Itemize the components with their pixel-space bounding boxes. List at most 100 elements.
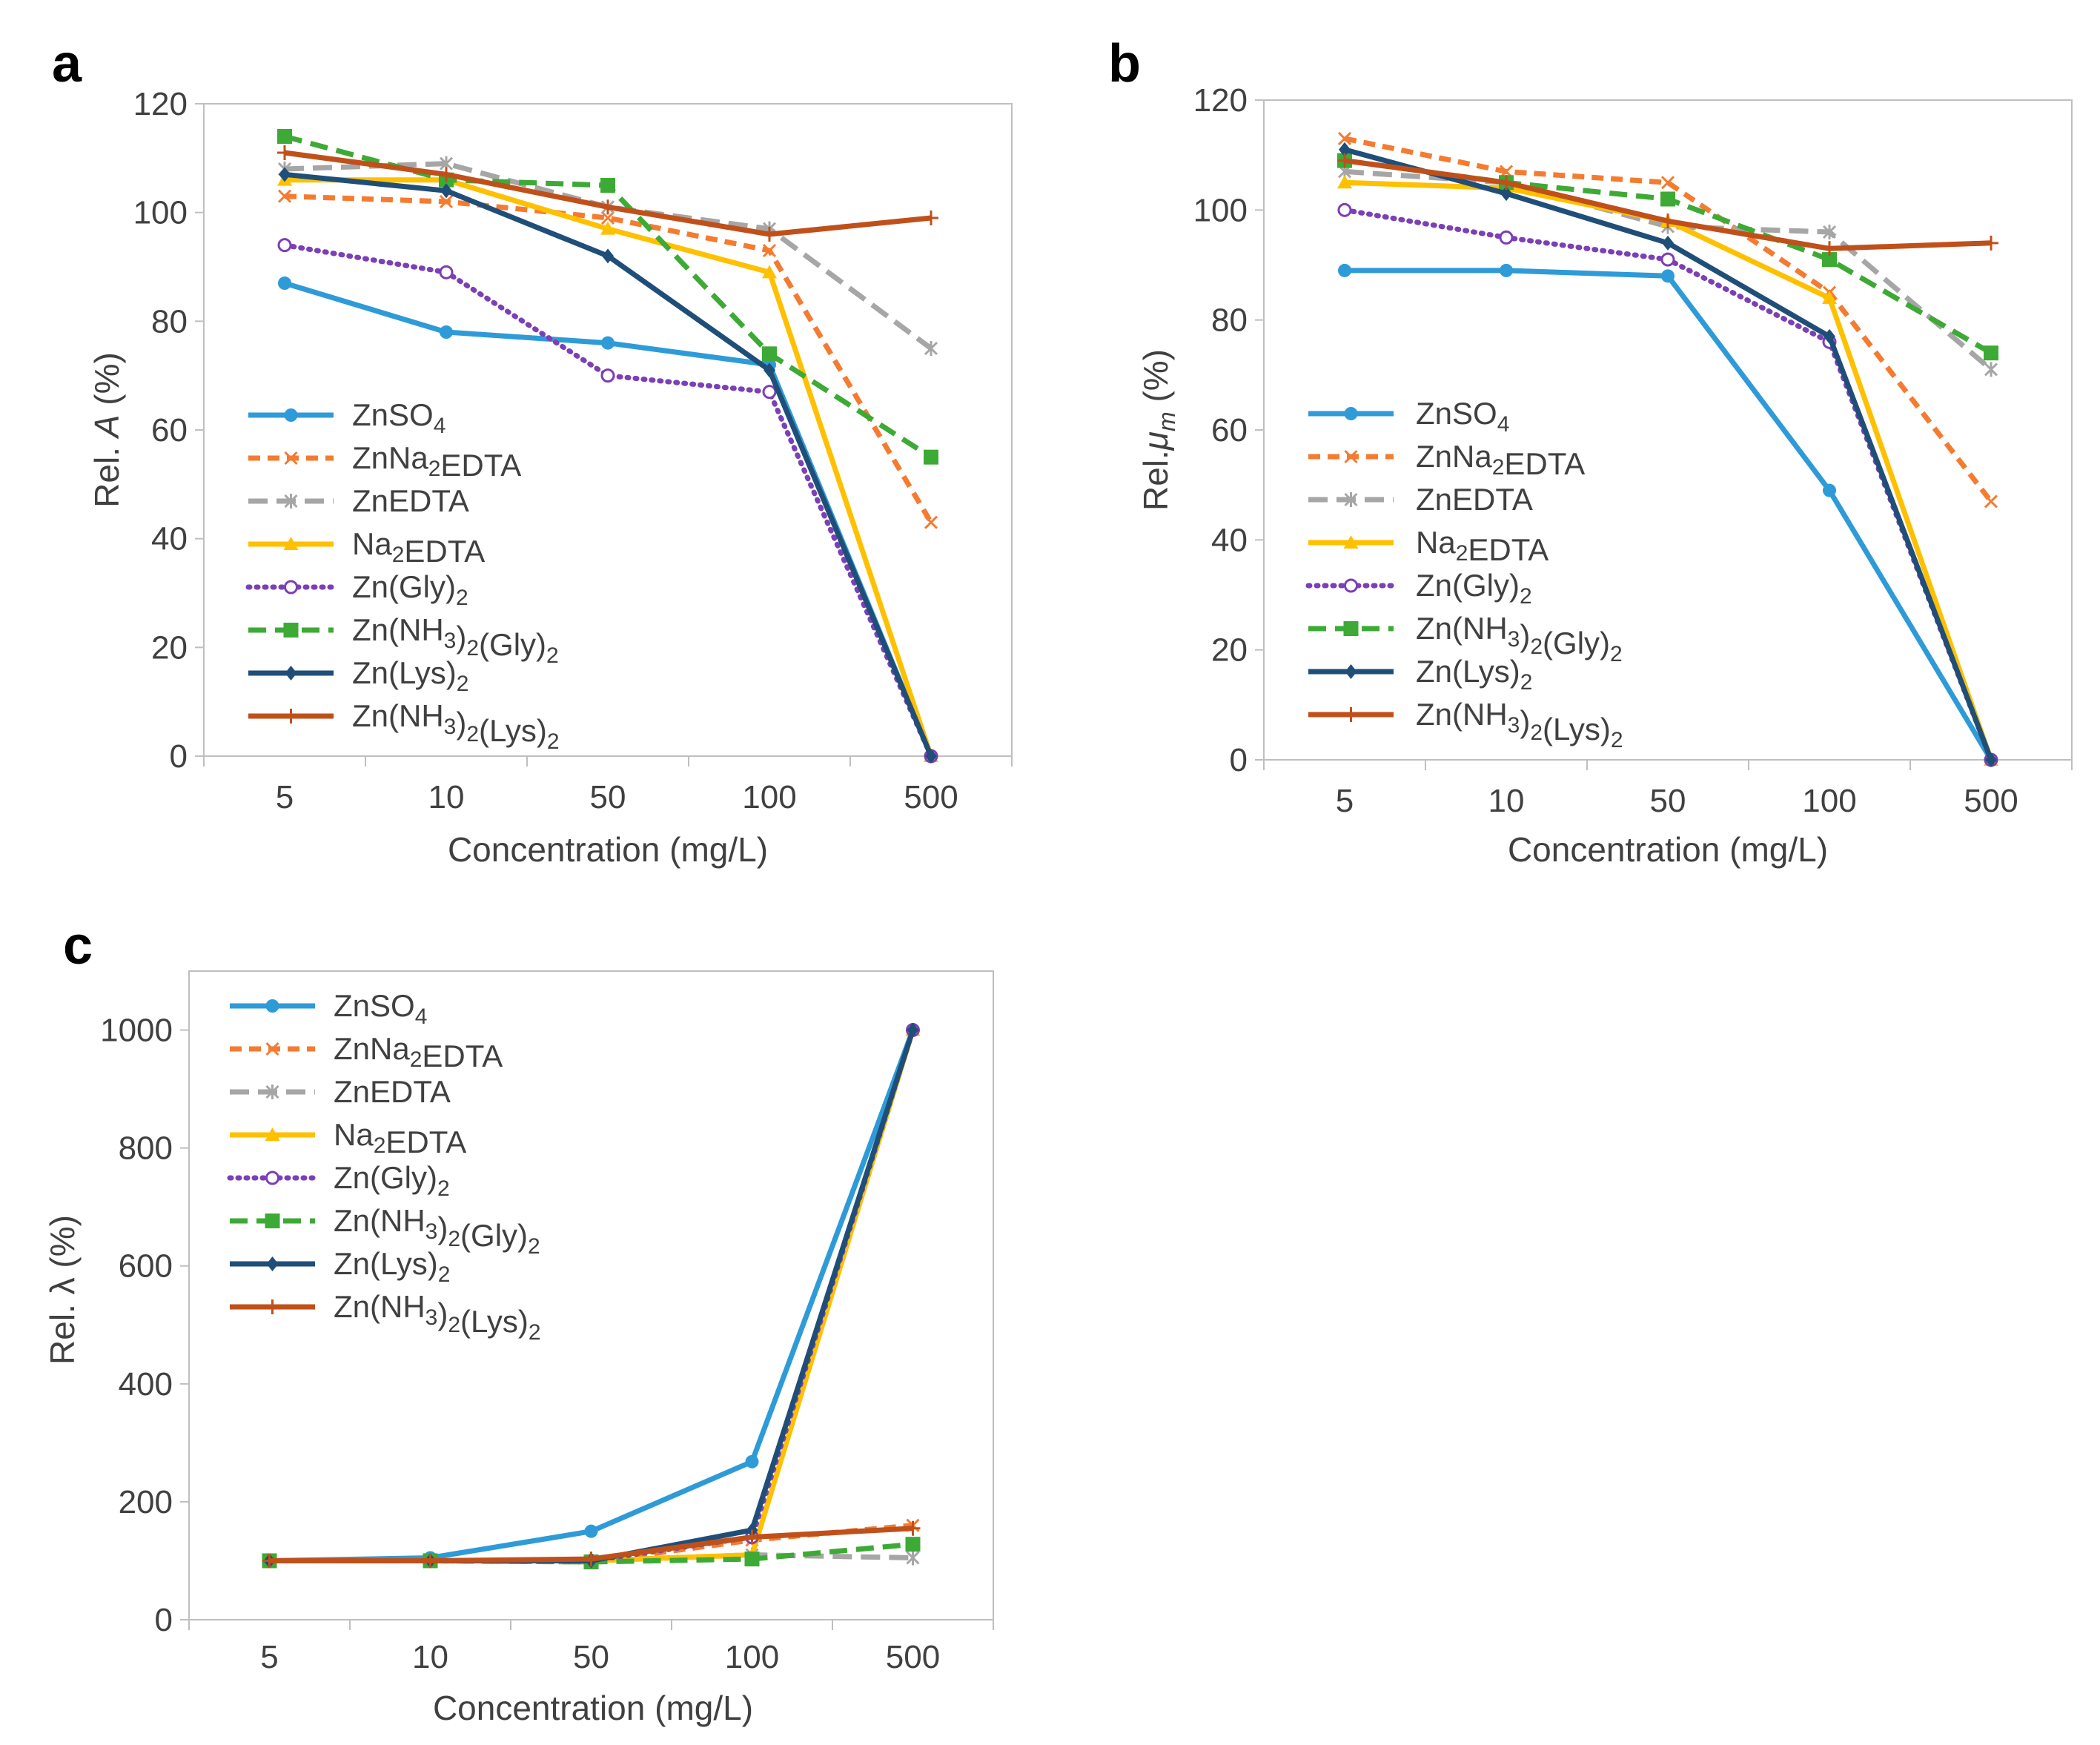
legend-item: Zn(NH3)2(Gly)2 <box>230 1203 540 1259</box>
y-tick-label: 80 <box>1211 302 1248 339</box>
legend-a: ZnSO4ZnNa2EDTAZnEDTANa2EDTAZn(Gly)2Zn(NH… <box>245 397 560 754</box>
data-point <box>1822 291 1837 304</box>
data-point <box>1661 269 1675 283</box>
legend-item: Na2EDTA <box>248 526 485 569</box>
legend-marker <box>1345 664 1357 679</box>
data-point <box>1500 263 1513 277</box>
series-line <box>284 193 934 524</box>
series-layer-a <box>277 129 938 764</box>
data-point <box>907 1022 919 1038</box>
legend-label: ZnEDTA <box>334 1074 451 1109</box>
x-tick-label: 5 <box>1336 783 1354 819</box>
legend-label: Zn(NH3)2(Gly)2 <box>334 1203 540 1259</box>
legend-label: ZnNa2EDTA <box>334 1031 503 1073</box>
legend-item: Zn(NH3)2(Lys)2 <box>1308 697 1623 752</box>
data-point <box>1660 191 1675 207</box>
y-tick-label: 0 <box>170 738 188 775</box>
x-tick-label: 500 <box>904 779 958 815</box>
data-point <box>762 346 777 362</box>
legend-marker <box>265 1042 279 1056</box>
legend-item: ZnEDTA <box>1308 482 1533 517</box>
data-point <box>1339 142 1351 157</box>
data-point <box>924 449 938 465</box>
x-tick-label: 50 <box>590 779 626 815</box>
legend-label: Na2EDTA <box>334 1117 466 1159</box>
data-point <box>278 277 291 290</box>
y-axis-ticks-b: 0 20 40 60 80 100 120 <box>1193 82 1264 778</box>
x-tick-label: 50 <box>573 1639 609 1675</box>
legend-marker <box>1343 535 1359 549</box>
legend-label: ZnNa2EDTA <box>1416 439 1585 481</box>
data-point <box>906 1550 920 1566</box>
legend-label: Zn(NH3)2(Gly)2 <box>1416 611 1623 666</box>
legend-marker <box>1344 449 1358 464</box>
data-point <box>924 515 938 529</box>
data-point <box>762 243 777 258</box>
legend-item: ZnNa2EDTA <box>248 440 521 483</box>
data-point <box>277 238 292 253</box>
data-point <box>277 145 292 160</box>
legend-label: ZnSO4 <box>352 397 445 438</box>
y-tick-label: 120 <box>1193 82 1248 119</box>
data-point <box>583 1552 599 1567</box>
data-point <box>762 385 777 400</box>
y-tick-label: 1000 <box>100 1013 173 1049</box>
legend-label: ZnEDTA <box>352 483 469 518</box>
data-point <box>279 167 291 182</box>
data-point <box>1822 225 1837 239</box>
y-tick-label: 60 <box>1211 412 1248 448</box>
data-point <box>1824 328 1835 344</box>
legend-item: Na2EDTA <box>1308 525 1548 567</box>
legend-marker <box>265 1213 280 1228</box>
data-point <box>600 368 615 383</box>
y-axis-ticks-c: 0 200 400 600 800 1000 <box>100 1013 189 1638</box>
legend-label: Zn(NH3)2(Gly)2 <box>352 612 559 668</box>
legend-label: ZnSO4 <box>334 988 427 1029</box>
y-tick-label: 400 <box>119 1366 173 1403</box>
legend-item: Zn(NH3)2(Gly)2 <box>1308 611 1623 666</box>
data-point <box>439 194 454 209</box>
legend-item: ZnEDTA <box>230 1074 451 1109</box>
data-point <box>924 211 938 225</box>
legend-label: Zn(NH3)2(Lys)2 <box>1416 697 1623 752</box>
legend-marker <box>284 494 298 509</box>
y-axis-title-suffix-b: (%) <box>1136 349 1175 411</box>
series-line <box>282 242 934 759</box>
data-point <box>262 1553 277 1569</box>
x-tick-label: 5 <box>260 1639 278 1675</box>
x-tick-label: 10 <box>1488 783 1525 819</box>
data-point <box>1822 241 1837 256</box>
data-point <box>1337 202 1352 217</box>
plot-area-c <box>188 970 994 1620</box>
legend-item: Zn(NH3)2(Lys)2 <box>248 698 560 754</box>
data-point <box>1662 235 1674 251</box>
legend-marker <box>1343 707 1359 722</box>
y-tick-label: 20 <box>151 629 188 666</box>
x-axis-title-c: Concentration (mg/L) <box>433 1689 753 1727</box>
x-axis-ticks-c: 5 10 50 100 500 <box>188 1620 994 1675</box>
data-point <box>1984 494 1998 509</box>
legend-marker <box>265 999 279 1013</box>
data-point <box>600 199 615 215</box>
legend-item: Zn(Gly)2 <box>227 1160 450 1201</box>
x-tick-label: 50 <box>1650 783 1686 819</box>
data-point <box>744 1552 760 1567</box>
x-tick-label: 500 <box>886 1639 940 1675</box>
y-tick-label: 0 <box>155 1602 173 1638</box>
data-point <box>600 221 615 235</box>
legend-marker <box>265 1085 279 1099</box>
legend-label: Zn(Lys)2 <box>352 655 468 696</box>
series-layer-b <box>1337 131 1998 767</box>
legend-marker <box>283 537 299 550</box>
data-point <box>1338 263 1351 277</box>
data-point <box>1337 175 1352 189</box>
x-axis-ticks-a: 5 10 50 100 500 <box>203 756 1013 815</box>
y-tick-label: 20 <box>1211 632 1248 669</box>
data-point <box>602 248 614 264</box>
y-axis-ticks-a: 0 20 40 60 80 100 120 <box>133 86 204 775</box>
series-layer-c <box>262 1022 921 1570</box>
data-point <box>1660 176 1675 190</box>
legend-label: ZnEDTA <box>1416 482 1533 517</box>
